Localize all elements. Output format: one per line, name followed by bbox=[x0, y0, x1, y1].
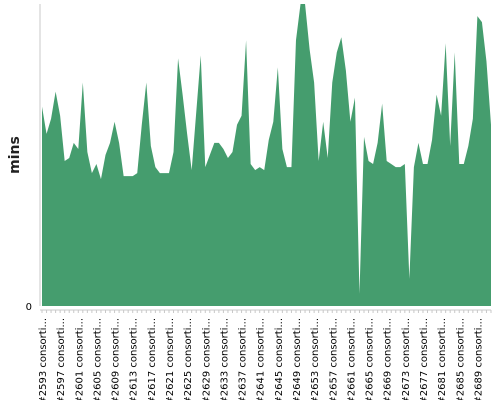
x-tick-label: #2685 consorti... bbox=[455, 318, 466, 400]
y-axis-title: mins bbox=[7, 136, 23, 174]
x-axis-ticks bbox=[41, 310, 492, 313]
x-tick-label: #2669 consorti... bbox=[383, 318, 394, 400]
x-tick-label: #2629 consorti... bbox=[201, 318, 212, 400]
x-tick-label: #2665 consorti... bbox=[365, 318, 376, 400]
x-tick-label: #2661 consorti... bbox=[346, 318, 357, 400]
x-tick-label: #2657 consorti... bbox=[328, 318, 339, 400]
x-tick-label: #2637 consorti... bbox=[238, 318, 249, 400]
x-tick-label: #2649 consorti... bbox=[292, 318, 303, 400]
x-tick-label: #2689 consorti... bbox=[473, 318, 484, 400]
area-series bbox=[42, 4, 491, 306]
x-tick-label: #2633 consorti... bbox=[219, 318, 230, 400]
x-tick-label: #2609 consorti... bbox=[111, 318, 122, 400]
plot-area bbox=[42, 4, 491, 306]
y-tick-label: 0 bbox=[26, 302, 32, 313]
x-tick-label: #2645 consorti... bbox=[274, 318, 285, 400]
x-axis-tick-labels: #2593 consorti... #2597 consorti... #2601 … bbox=[38, 318, 484, 404]
x-tick-label: #2605 consorti... bbox=[92, 318, 103, 400]
x-tick-label: #2641 consorti... bbox=[256, 318, 267, 400]
x-tick-label: #2601 consorti... bbox=[74, 318, 85, 400]
x-tick-label: #2653 consorti... bbox=[310, 318, 321, 400]
y-axis-tick-labels: 0 bbox=[26, 302, 32, 313]
x-tick-label: #2597 consorti... bbox=[56, 318, 67, 400]
x-tick-label: #2617 consorti... bbox=[147, 318, 158, 400]
x-tick-label: #2621 consorti... bbox=[165, 318, 176, 400]
x-tick-label: #2681 consorti... bbox=[437, 318, 448, 400]
x-tick-label: #2673 consorti... bbox=[401, 318, 412, 400]
x-tick-label: #2625 consorti... bbox=[183, 318, 194, 400]
x-tick-label: #2677 consorti... bbox=[419, 318, 430, 400]
x-tick-label: #2613 consorti... bbox=[129, 318, 140, 400]
x-tick-label: #2593 consorti... bbox=[38, 318, 49, 400]
